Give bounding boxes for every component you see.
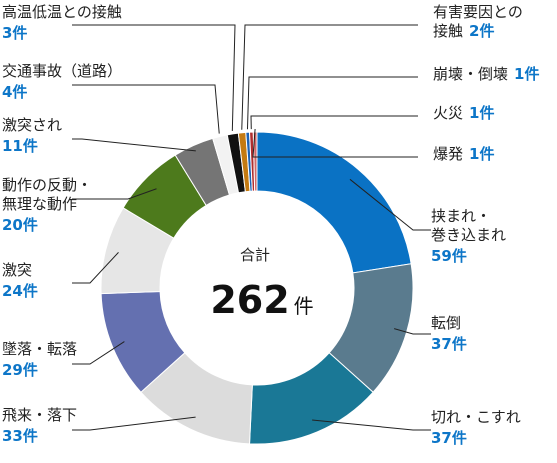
slice-count: 1件 xyxy=(514,65,539,83)
leader-line-14 xyxy=(252,128,418,158)
slice-category: 無理な動作 xyxy=(2,195,77,213)
slice-label-1: 挟まれ・巻き込まれ 59件 xyxy=(431,207,506,265)
slice-label-14: 爆発 1件 xyxy=(433,145,494,163)
leader-line-1 xyxy=(349,178,431,231)
leader-line-11 xyxy=(241,24,418,130)
slice-label-6: 激突 24件 xyxy=(2,261,38,300)
slice-label-8: 激突され 11件 xyxy=(2,116,62,155)
slice-count: 1件 xyxy=(469,104,494,122)
leader-line-12 xyxy=(246,76,418,130)
slice-label-4: 飛来・落下 33件 xyxy=(2,406,77,445)
center-total-value: 262 xyxy=(210,278,289,322)
slice-category: 激突 xyxy=(2,261,32,279)
slice-category: 飛来・落下 xyxy=(2,406,77,424)
slice-category: 高温低温との接触 xyxy=(2,3,122,21)
slice-category: 動作の反動・ xyxy=(2,176,92,194)
donut-slices xyxy=(100,131,414,445)
slice-label-5: 墜落・転落 29件 xyxy=(2,340,77,379)
slice-count: 24件 xyxy=(2,282,38,300)
slice-category: 挟まれ・ xyxy=(431,207,491,225)
leader-line-9 xyxy=(72,84,220,134)
slice-label-10: 高温低温との接触 3件 xyxy=(2,3,122,42)
slice-count: 33件 xyxy=(2,427,38,445)
leader-line-7 xyxy=(72,188,157,200)
slice-count: 20件 xyxy=(2,216,38,234)
slice-category: 激突され xyxy=(2,116,62,134)
slice-count: 1件 xyxy=(469,145,494,163)
leader-lines xyxy=(72,24,431,431)
leader-line-3 xyxy=(312,419,431,431)
donut-slice-1 xyxy=(256,131,412,274)
leader-line-2 xyxy=(394,328,431,335)
center-total: 合計 262 件 xyxy=(210,246,313,322)
slice-label-9: 交通事故（道路） 4件 xyxy=(2,62,122,101)
slice-label-13: 火災 1件 xyxy=(433,104,494,122)
slice-category: 接触 xyxy=(433,22,463,40)
slice-category: 切れ・こすれ xyxy=(431,408,521,426)
slice-label-3: 切れ・こすれ 37件 xyxy=(431,408,521,447)
leader-line-5 xyxy=(72,341,125,365)
slice-category: 火災 xyxy=(433,104,463,122)
leader-line-10 xyxy=(72,24,236,131)
slice-label-11: 有害要因との接触 2件 xyxy=(433,3,523,40)
slice-count: 4件 xyxy=(2,83,27,101)
slice-count: 3件 xyxy=(2,24,27,42)
slice-label-7: 動作の反動・無理な動作 20件 xyxy=(2,176,92,234)
leader-line-8 xyxy=(72,138,196,152)
leader-line-6 xyxy=(72,252,119,284)
center-total-unit: 件 xyxy=(294,294,314,318)
slice-category: 巻き込まれ xyxy=(431,226,506,244)
slice-category: 交通事故（道路） xyxy=(2,62,122,80)
slice-count: 29件 xyxy=(2,361,38,379)
slice-category: 転倒 xyxy=(431,314,461,332)
slice-count: 11件 xyxy=(2,137,38,155)
slice-label-2: 転倒 37件 xyxy=(431,314,467,353)
center-total-label: 合計 xyxy=(240,246,270,264)
slice-category: 崩壊・倒壊 xyxy=(433,65,508,83)
slice-category: 爆発 xyxy=(433,145,463,163)
slice-count: 59件 xyxy=(431,247,467,265)
leader-line-4 xyxy=(72,416,196,431)
slice-count: 2件 xyxy=(469,22,494,40)
slice-category: 有害要因との xyxy=(433,3,523,21)
slice-category: 墜落・転落 xyxy=(2,340,77,358)
slice-count: 37件 xyxy=(431,335,467,353)
center-total-value-group: 262 件 xyxy=(210,278,313,322)
slice-label-12: 崩壊・倒壊 1件 xyxy=(433,65,539,83)
slice-count: 37件 xyxy=(431,429,467,447)
leader-line-13 xyxy=(250,115,418,130)
